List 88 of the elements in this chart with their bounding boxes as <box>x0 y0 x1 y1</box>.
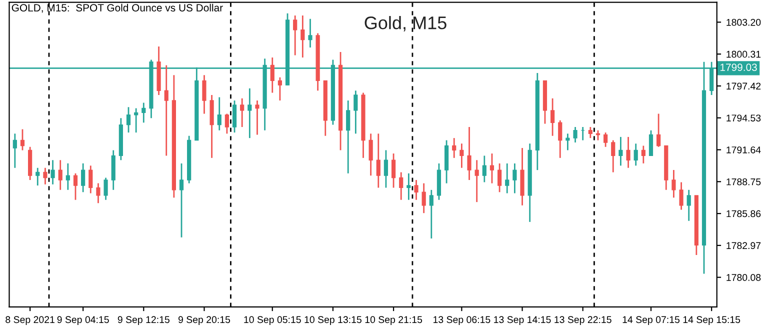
candlestick <box>429 189 434 240</box>
candlestick <box>104 177 108 201</box>
candlestick <box>566 132 570 151</box>
candlestick <box>474 159 479 203</box>
candlestick <box>270 56 274 94</box>
x-tick-label: 9 Sep 04:15 <box>57 316 109 325</box>
x-tick-label: 10 Sep 21:15 <box>365 316 422 325</box>
candlestick <box>460 142 464 169</box>
candlestick <box>497 162 502 193</box>
candlestick <box>142 102 146 124</box>
candlestick <box>278 76 282 102</box>
candlestick <box>626 136 630 169</box>
x-tick-label: 8 Sep 2021 <box>6 316 54 325</box>
candlestick <box>202 74 206 114</box>
candlestick <box>293 14 298 56</box>
candlestick <box>308 18 312 48</box>
candlestick <box>467 126 472 181</box>
candlestick <box>368 132 373 176</box>
ref-line-label: 1799.03 <box>720 64 757 71</box>
candlestick <box>422 182 426 214</box>
candlestick <box>679 182 684 210</box>
x-tick-label: 13 Sep 06:15 <box>434 316 490 325</box>
x-tick-label: 10 Sep 05:15 <box>244 316 301 325</box>
candlestick <box>414 179 418 201</box>
y-tick-label: 1780.08 <box>726 274 761 281</box>
candlestick <box>73 172 78 201</box>
x-tick-label: 10 Sep 13:15 <box>304 316 362 325</box>
x-tick-label: 9 Sep 20:15 <box>178 316 230 325</box>
candlestick <box>58 159 62 191</box>
x-tick-label: 13 Sep 14:15 <box>494 316 551 325</box>
y-tick-label: 1791.64 <box>726 146 761 154</box>
candlestick <box>384 149 388 188</box>
candlestick <box>20 128 25 151</box>
candlestick <box>618 136 623 166</box>
y-tick-label: 1797.42 <box>726 82 761 90</box>
candlestick <box>248 88 252 139</box>
candlestick <box>43 167 48 186</box>
candlestick <box>482 155 486 183</box>
candlestick <box>588 126 592 139</box>
y-tick-label: 1788.75 <box>726 178 761 186</box>
candlestick <box>126 106 131 134</box>
candlestick <box>50 159 55 186</box>
candlestick <box>452 137 456 159</box>
candlestick <box>255 100 260 136</box>
candlestick <box>224 113 229 134</box>
y-tick-label: 1782.97 <box>726 242 761 250</box>
candlestick <box>634 142 638 166</box>
y-tick-label: 1803.20 <box>726 18 761 26</box>
candlestick <box>300 14 305 58</box>
candlestick <box>217 96 222 132</box>
candlestick <box>354 90 358 134</box>
candlestick <box>164 64 168 156</box>
candlestick <box>604 132 608 148</box>
y-tick-label: 1800.31 <box>726 50 761 58</box>
x-tick-label: 14 Sep 15:15 <box>683 316 740 325</box>
candlestick <box>346 100 350 174</box>
candlestick <box>490 152 494 184</box>
candlestick <box>376 132 380 188</box>
candlestick <box>399 172 404 201</box>
candlestick <box>611 140 616 173</box>
candlestick <box>573 126 578 144</box>
x-tick-label: 13 Sep 22:15 <box>554 316 612 325</box>
candlestick <box>641 145 646 164</box>
text: Gold, M15 <box>364 16 446 32</box>
candlestick <box>88 164 93 194</box>
candlestick <box>66 162 70 191</box>
candlestick <box>558 120 562 159</box>
candlestick <box>96 182 100 204</box>
y-tick-label: 1794.53 <box>726 114 761 122</box>
x-tick-label: 14 Sep 07:15 <box>622 316 680 325</box>
candlestick <box>406 172 411 201</box>
candlestick <box>12 132 17 169</box>
candlestick <box>512 162 517 194</box>
candlestick <box>240 98 244 128</box>
candlestick <box>686 189 691 222</box>
chart-subtitle: GOLD, M15: SPOT Gold Ounce vs US Dollar <box>12 4 223 13</box>
candlestick <box>36 167 40 186</box>
candlestick <box>391 152 396 188</box>
candlestick <box>672 169 676 198</box>
candlestick <box>505 162 510 194</box>
candlestick <box>648 130 654 156</box>
candlestick <box>81 162 86 193</box>
candlestick <box>656 113 661 148</box>
candlestick <box>232 100 237 134</box>
x-tick-label: 9 Sep 12:15 <box>118 316 170 325</box>
y-tick-label: 1785.86 <box>726 210 761 218</box>
candlestick <box>550 98 555 137</box>
candlestick <box>179 162 184 238</box>
